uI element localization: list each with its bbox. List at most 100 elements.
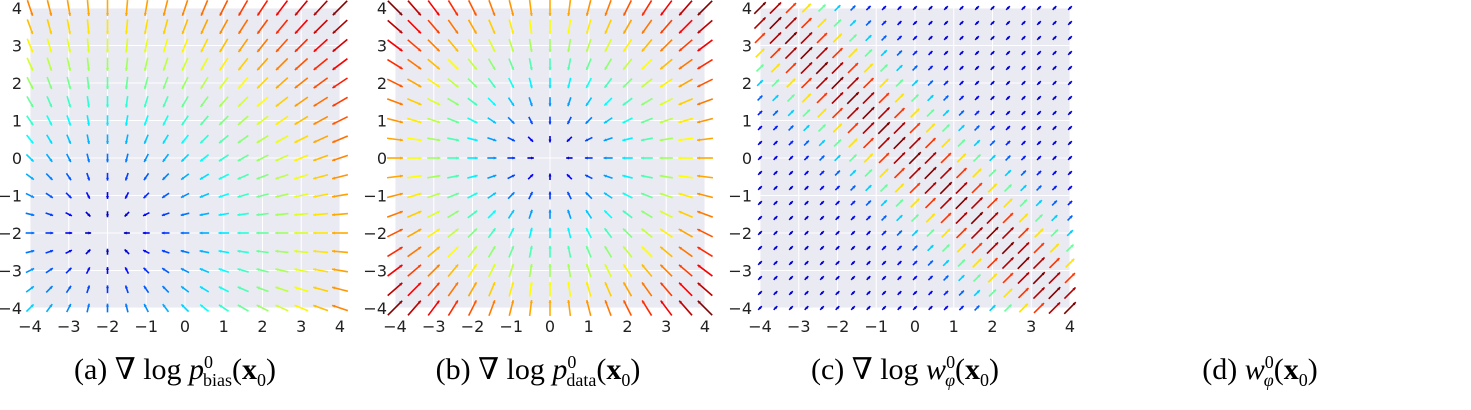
quiver-arrow [848, 153, 858, 163]
quiver-arrow [567, 77, 572, 89]
quiver-arrow [970, 226, 984, 240]
quiver-arrow [237, 96, 249, 108]
quiver-arrow [125, 153, 129, 163]
quiver-arrow [955, 181, 968, 195]
quiver-arrow [294, 286, 309, 293]
quiver-arrow [974, 5, 980, 11]
quiver-arrow [943, 290, 949, 296]
quiver-arrow [237, 304, 249, 312]
quiver-arrow [990, 95, 995, 101]
quiver-arrow [974, 50, 980, 56]
quiver-arrow [641, 228, 653, 238]
quiver-arrow [162, 153, 170, 163]
quiver-arrow [1032, 286, 1046, 300]
quiver-arrow [640, 156, 653, 160]
quiver-arrow [1052, 50, 1057, 56]
quiver-arrow [1036, 185, 1042, 191]
quiver-arrow [815, 46, 829, 60]
quiver-arrow [755, 48, 765, 58]
quiver-arrow [604, 19, 612, 35]
quiver-arrow [957, 258, 966, 268]
quiver-arrow [124, 57, 129, 71]
quiver-arrow [86, 303, 90, 313]
quiver-arrow [332, 77, 348, 89]
quiver-arrow [487, 58, 496, 71]
quiver-arrow [939, 166, 953, 180]
quiver-arrow [25, 267, 35, 274]
quiver-arrow [199, 192, 210, 199]
quiver-arrow [161, 267, 170, 274]
quiver-arrow [788, 305, 794, 311]
quiver-arrow [427, 228, 441, 238]
quiver-arrow [1017, 227, 1030, 239]
quiver-arrow [974, 125, 980, 131]
quiver-arrow [622, 174, 633, 179]
quiver-arrow [1005, 110, 1011, 116]
quiver-arrow [566, 116, 572, 125]
quiver-arrow [180, 285, 190, 293]
quiver-arrow [878, 152, 890, 164]
quiver-arrow [757, 125, 763, 131]
quiver-arrow [622, 227, 633, 239]
quiver-arrow [275, 0, 289, 16]
quiver-arrow [528, 281, 533, 297]
quiver-arrow [1067, 170, 1073, 176]
quiver-arrow [256, 57, 269, 71]
quiver-arrow [660, 0, 673, 16]
quiver-arrow [508, 227, 515, 239]
quiver-arrow [162, 134, 169, 145]
quiver-arrow [65, 231, 73, 235]
quiver-arrow [1052, 155, 1057, 161]
quiver-arrow [894, 93, 905, 103]
quiver-arrow [927, 290, 934, 296]
quiver-arrow [877, 136, 891, 150]
quiver-arrow [162, 303, 170, 313]
y-tick-label: 4 [742, 0, 752, 18]
quiver-arrow [773, 170, 778, 176]
quiver-arrow [972, 273, 982, 283]
quiver-arrow [604, 299, 612, 317]
quiver-arrow [846, 76, 860, 90]
quiver-arrow [911, 79, 919, 87]
quiver-arrow [893, 107, 906, 119]
quiver-arrow [788, 245, 794, 251]
y-tick-label: 0 [742, 149, 752, 168]
quiver-arrow [788, 230, 794, 236]
quiver-arrow [161, 249, 170, 254]
caption-a-label: (a) ∇ log p0bias(x0) [73, 352, 277, 390]
quiver-arrow [86, 76, 91, 90]
quiver-arrow [603, 97, 613, 107]
x-tick-label: 0 [545, 317, 555, 336]
quiver-arrow [1067, 110, 1073, 116]
quiver-arrow [817, 3, 827, 13]
quiver-arrow [105, 248, 110, 255]
quiver-arrow [1021, 20, 1026, 26]
quiver-arrow [105, 303, 110, 313]
quiver-arrow [1065, 243, 1075, 253]
quiver-arrow [548, 209, 552, 219]
quiver-arrow [912, 65, 918, 71]
quiver-arrow [865, 5, 872, 11]
quiver-arrow [622, 38, 633, 53]
x-tick-label: 2 [622, 317, 632, 336]
quiver-arrow [1033, 242, 1045, 254]
quiver-arrow [447, 246, 459, 258]
quiver-arrow [387, 300, 403, 316]
quiver-arrow [105, 267, 110, 274]
quiver-arrow [863, 63, 874, 73]
quiver-arrow [772, 110, 779, 116]
quiver-arrow [622, 210, 633, 219]
quiver-arrow [912, 245, 918, 251]
quiver-arrow [294, 154, 309, 162]
quiver-arrow [912, 5, 918, 11]
quiver-arrow [1052, 125, 1057, 131]
quiver-arrow [881, 35, 887, 41]
quiver-arrow [641, 58, 653, 70]
quiver-arrow [697, 58, 713, 70]
quiver-arrow [622, 97, 633, 106]
quiver-arrow [467, 174, 478, 179]
quiver-arrow [773, 185, 778, 191]
quiver-arrow [1002, 212, 1014, 224]
quiver-arrow [865, 215, 872, 221]
quiver-arrow [943, 65, 949, 71]
